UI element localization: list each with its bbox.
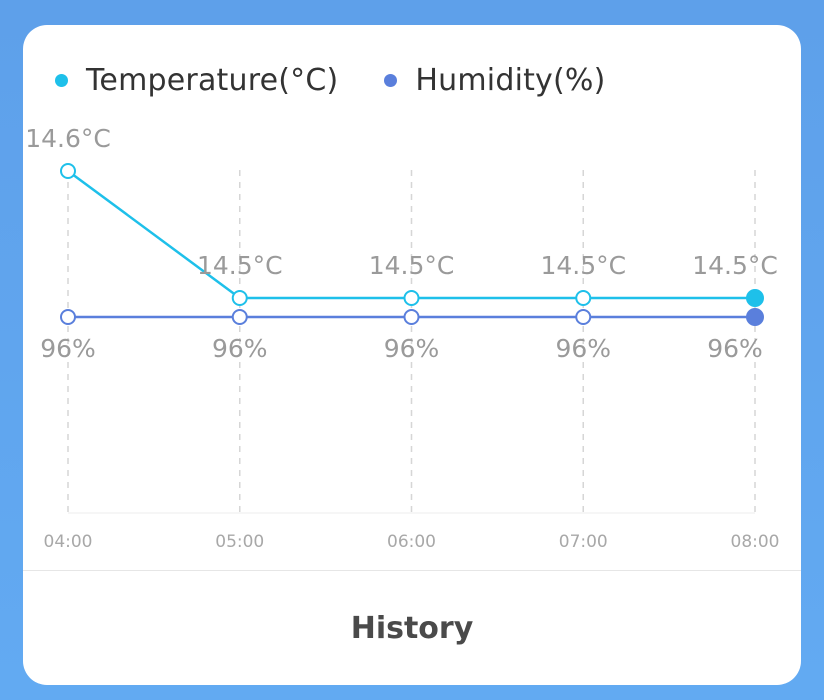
temperature-point: [60, 163, 76, 179]
labels-layer: 14.6°C 14.5°C 14.5°C 14.5°C 14.5°C 96% 96% 96% 9…: [25, 124, 778, 363]
temperature-data-label: 14.5°C: [197, 251, 283, 280]
humidity-dot-icon: [384, 74, 398, 87]
temperature-dot-icon: [55, 74, 68, 87]
temperature-data-label: 14.5°C: [540, 251, 626, 280]
chart-legend: Temperature(°C) Humidity(%): [55, 63, 652, 98]
humidity-data-label: 96%: [555, 334, 611, 363]
x-tick-label: 06:00: [387, 532, 436, 552]
temperature-data-label: 14.6°C: [25, 124, 111, 153]
chart-card: Temperature(°C) Humidity(%) 14.6°C 14.5°C…: [23, 25, 801, 685]
points-layer: [60, 163, 764, 326]
temperature-data-label: 14.5°C: [692, 251, 778, 280]
history-button[interactable]: History: [23, 571, 801, 685]
temperature-point: [231, 290, 248, 306]
humidity-point: [231, 309, 248, 325]
history-button-label: History: [350, 610, 474, 646]
humidity-data-label: 96%: [40, 334, 96, 363]
temperature-data-label: 14.5°C: [369, 251, 455, 280]
humidity-point: [60, 309, 76, 325]
humidity-data-label: 96%: [707, 334, 763, 363]
legend-label-humidity: Humidity(%): [415, 63, 606, 98]
x-tick-label: 07:00: [559, 532, 608, 552]
x-tick-label: 05:00: [215, 532, 264, 552]
line-chart: 14.6°C 14.5°C 14.5°C 14.5°C 14.5°C 96% 96% 96% 9…: [25, 124, 780, 552]
legend-label-temperature: Temperature(°C): [86, 63, 339, 98]
humidity-point: [575, 309, 592, 325]
footer-divider: [23, 570, 801, 571]
legend-item-temperature: Temperature(°C): [55, 63, 338, 98]
humidity-point: [403, 309, 420, 325]
humidity-data-label: 96%: [384, 334, 440, 363]
x-tick-label: 08:00: [731, 532, 780, 552]
temperature-point: [575, 290, 592, 306]
x-axis: 04:00 05:00 06:00 07:00 08:00: [44, 532, 780, 552]
humidity-data-label: 96%: [212, 334, 268, 363]
temperature-point: [403, 290, 420, 306]
grid-layer: [67, 170, 756, 514]
legend-item-humidity: Humidity(%): [384, 63, 605, 98]
x-tick-label: 04:00: [44, 532, 93, 552]
temperature-point: [746, 289, 764, 307]
humidity-point: [746, 308, 764, 326]
